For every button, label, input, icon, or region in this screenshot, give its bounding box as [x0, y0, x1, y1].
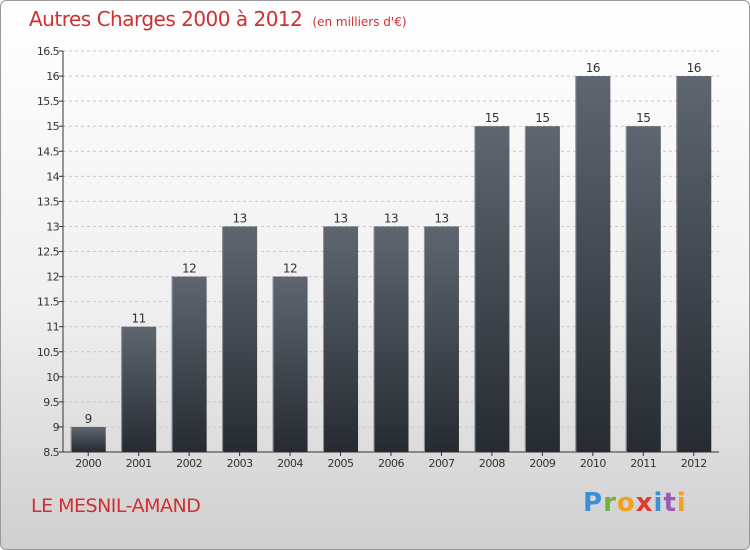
bar: [171, 276, 207, 452]
y-tick-label: 9: [53, 421, 60, 434]
y-tick-label: 11.5: [37, 296, 60, 309]
x-tick-label: 2002: [176, 457, 202, 470]
data-label: 12: [283, 262, 297, 276]
y-tick-label: 12.5: [37, 246, 60, 259]
data-label: 9: [85, 412, 92, 426]
chart-title: Autres Charges 2000 à 2012: [29, 7, 303, 31]
y-tick-label: 10.5: [37, 346, 60, 359]
chart-subtitle: (en milliers d'€): [312, 15, 407, 29]
y-tick-label: 8.5: [43, 446, 59, 459]
x-tick-label: 2006: [378, 457, 404, 470]
y-tick-label: 12: [46, 271, 59, 284]
data-label: 15: [636, 111, 650, 125]
data-label: 16: [586, 61, 600, 75]
bar: [676, 76, 712, 452]
y-tick-label: 13: [46, 220, 59, 233]
data-label: 15: [485, 111, 499, 125]
chart-title-block: Autres Charges 2000 à 2012 (en milliers d…: [29, 7, 407, 31]
bar: [323, 226, 359, 452]
bar: [272, 276, 308, 452]
x-tick-label: 2004: [277, 457, 303, 470]
y-tick-label: 15: [46, 120, 59, 133]
x-tick-label: 2007: [428, 457, 454, 470]
town-name: LE MESNIL-AMAND: [31, 495, 201, 517]
x-tick-labels: 2000 2001 2002 2003 2004 2005 2006 2007 2008 2009…: [75, 457, 707, 470]
x-tick-label: 2001: [126, 457, 152, 470]
bar: [625, 126, 661, 452]
data-label: 13: [232, 211, 246, 225]
data-label: 13: [333, 211, 347, 225]
y-tick-label: 14.5: [37, 145, 60, 158]
bar: [474, 126, 510, 452]
data-label: 15: [535, 111, 549, 125]
y-tick-label: 11: [46, 321, 59, 334]
x-tick-label: 2008: [479, 457, 505, 470]
data-label: 12: [182, 262, 196, 276]
x-tick-label: 2003: [227, 457, 253, 470]
x-tick-label: 2012: [681, 457, 707, 470]
y-tick-label: 13.5: [37, 195, 60, 208]
y-tick-label: 16: [46, 70, 59, 83]
x-tick-label: 2009: [529, 457, 555, 470]
bars: [70, 76, 712, 452]
x-tick-label: 2010: [580, 457, 606, 470]
x-tick-label: 2000: [75, 457, 101, 470]
data-labels: 9 11 12 13 12 13 13 13 15 15 16 15 16: [85, 61, 702, 426]
data-label: 13: [434, 211, 448, 225]
bar: [373, 226, 409, 452]
bar: [575, 76, 611, 452]
y-tick-label: 16.5: [37, 45, 60, 58]
y-tick-labels: 8.5 9 9.5 10 10.5 11 11.5 12 12.5 13 13.5 14 14.5 15 1…: [37, 45, 60, 459]
data-label: 16: [687, 61, 701, 75]
bar: [222, 226, 258, 452]
y-tick-label: 9.5: [43, 396, 59, 409]
data-label: 11: [132, 312, 146, 326]
bar: [121, 326, 157, 452]
bar: [423, 226, 459, 452]
y-tick-label: 10: [46, 371, 59, 384]
proxiti-logo: Proxiti: [583, 488, 687, 518]
bar: [524, 126, 560, 452]
x-tick-label: 2005: [328, 457, 354, 470]
bar: [70, 426, 106, 452]
x-tick-label: 2011: [630, 457, 656, 470]
y-tick-label: 14: [46, 170, 59, 183]
y-tick-label: 15.5: [37, 95, 60, 108]
data-label: 13: [384, 211, 398, 225]
